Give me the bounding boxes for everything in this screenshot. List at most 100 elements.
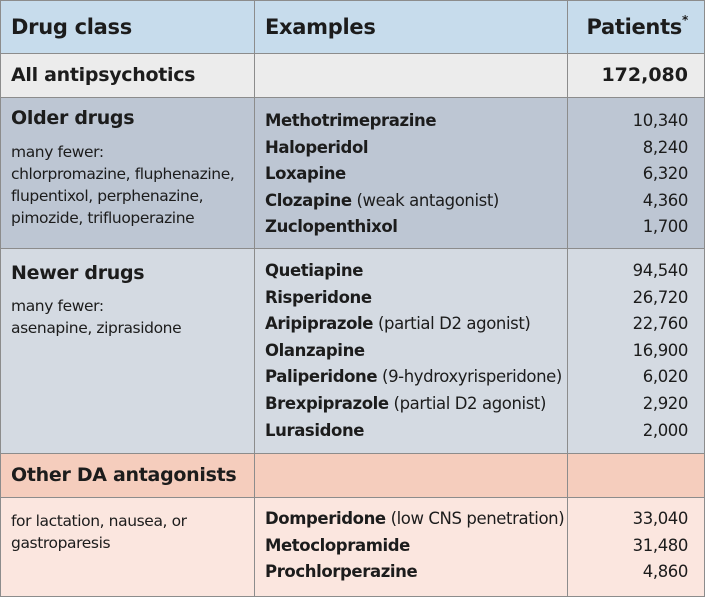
example-item: Brexpiprazole (partial D2 agonist) bbox=[265, 391, 562, 418]
other-examples-cell: Domperidone (low CNS penetration) Metocl… bbox=[254, 498, 567, 596]
header-patients: Patients* bbox=[586, 13, 688, 39]
drug-name: Aripiprazole bbox=[265, 314, 374, 334]
drug-name: Prochlorperazine bbox=[265, 562, 418, 582]
example-item: Olanzapine bbox=[265, 338, 562, 365]
newer-examples-list: Quetiapine Risperidone Aripiprazole (par… bbox=[265, 258, 562, 444]
drug-name: Quetiapine bbox=[265, 261, 364, 280]
newer-drugs-note: many fewer: asenapine, ziprasidone bbox=[11, 295, 182, 339]
other-antagonists-note: for lactation, nausea, or gastroparesis bbox=[11, 510, 187, 554]
all-total-cell: 172,080 bbox=[567, 54, 706, 97]
note-line: many fewer: bbox=[11, 143, 104, 161]
patient-count: 2,000 bbox=[642, 420, 689, 440]
header-drug-class: Drug class bbox=[11, 15, 132, 39]
all-antipsychotics-row: All antipsychotics 172,080 bbox=[0, 53, 705, 97]
other-antagonists-title: Other DA antagonists bbox=[11, 464, 237, 486]
drug-note: (weak antagonist) bbox=[356, 190, 500, 210]
all-antipsychotics-label: All antipsychotics bbox=[11, 64, 196, 86]
drug-name: Metoclopramide bbox=[265, 535, 410, 555]
example-item: Clozapine (weak antagonist) bbox=[265, 188, 499, 215]
note-line: chlorpromazine, fluphenazine, bbox=[11, 165, 235, 183]
drug-name: Haloperidol bbox=[265, 137, 369, 157]
older-patients-cell: 10,340 8,240 6,320 4,360 1,700 bbox=[567, 98, 706, 248]
newer-drugs-row: Newer drugs many fewer: asenapine, zipra… bbox=[0, 248, 705, 453]
other-title-examples-cell bbox=[254, 454, 567, 497]
example-item: Zuclopenthixol bbox=[265, 214, 499, 241]
example-item: Prochlorperazine bbox=[265, 559, 564, 586]
older-class-cell: Older drugs many fewer: chlorpromazine, … bbox=[1, 98, 254, 248]
newer-examples-cell: Quetiapine Risperidone Aripiprazole (par… bbox=[254, 249, 567, 453]
older-examples-list: Methotrimeprazine Haloperidol Loxapine C… bbox=[265, 108, 499, 241]
patient-count: 22,760 bbox=[632, 314, 689, 334]
header-examples: Examples bbox=[265, 15, 376, 39]
newer-class-cell: Newer drugs many fewer: asenapine, zipra… bbox=[1, 249, 254, 453]
drug-note: (partial D2 agonist) bbox=[377, 314, 531, 334]
example-item: Quetiapine bbox=[265, 258, 562, 285]
newer-patients-cell: 94,540 26,720 22,760 16,900 6,020 2,920 … bbox=[567, 249, 706, 453]
older-patients-list: 10,340 8,240 6,320 4,360 1,700 bbox=[632, 108, 689, 241]
other-patients-cell: 33,040 31,480 4,860 bbox=[567, 498, 706, 596]
other-antagonists-title-row: Other DA antagonists bbox=[0, 453, 705, 497]
example-item: Methotrimeprazine bbox=[265, 108, 499, 135]
patient-count: 4,860 bbox=[642, 562, 689, 582]
all-label-cell: All antipsychotics bbox=[1, 54, 254, 97]
patient-count: 4,360 bbox=[642, 190, 689, 210]
drug-note: (low CNS penetration) bbox=[390, 509, 565, 528]
other-title-cell: Other DA antagonists bbox=[1, 454, 254, 497]
drug-name: Methotrimeprazine bbox=[265, 111, 437, 130]
other-examples-list: Domperidone (low CNS penetration) Metocl… bbox=[265, 506, 565, 586]
older-drugs-note: many fewer: chlorpromazine, fluphenazine… bbox=[11, 141, 235, 229]
older-drugs-title: Older drugs bbox=[11, 107, 135, 129]
drug-name: Lurasidone bbox=[265, 420, 365, 440]
patient-count: 6,020 bbox=[642, 367, 689, 387]
patient-count: 2,920 bbox=[642, 393, 689, 413]
newer-drugs-title: Newer drugs bbox=[11, 262, 145, 284]
older-examples-cell: Methotrimeprazine Haloperidol Loxapine C… bbox=[254, 98, 567, 248]
header-cell-patients: Patients* bbox=[567, 1, 706, 53]
patient-count: 6,320 bbox=[642, 164, 689, 184]
patient-count: 94,540 bbox=[632, 261, 689, 280]
header-row: Drug class Examples Patients* bbox=[0, 0, 705, 53]
note-line: gastroparesis bbox=[11, 534, 111, 552]
drug-name: Risperidone bbox=[265, 287, 372, 307]
note-line: for lactation, nausea, or bbox=[11, 512, 187, 530]
patient-count: 31,480 bbox=[632, 535, 689, 555]
patient-count: 10,340 bbox=[632, 111, 689, 130]
other-title-patients-cell bbox=[567, 454, 706, 497]
drug-note: (partial D2 agonist) bbox=[393, 393, 547, 413]
drug-name: Zuclopenthixol bbox=[265, 217, 398, 237]
patient-count: 8,240 bbox=[642, 137, 689, 157]
drug-name: Loxapine bbox=[265, 164, 346, 184]
newer-patients-list: 94,540 26,720 22,760 16,900 6,020 2,920 … bbox=[632, 258, 689, 444]
drug-name: Brexpiprazole bbox=[265, 393, 389, 413]
note-line: flupentixol, perphenazine, bbox=[11, 187, 204, 205]
older-drugs-row: Older drugs many fewer: chlorpromazine, … bbox=[0, 97, 705, 248]
note-line: asenapine, ziprasidone bbox=[11, 319, 182, 337]
footnote-mark: * bbox=[682, 13, 688, 27]
drug-name: Paliperidone bbox=[265, 367, 378, 387]
other-patients-list: 33,040 31,480 4,860 bbox=[632, 506, 689, 586]
example-item: Risperidone bbox=[265, 285, 562, 312]
patient-count: 26,720 bbox=[632, 287, 689, 307]
example-item: Paliperidone (9-hydroxyrisperidone) bbox=[265, 364, 562, 391]
all-total: 172,080 bbox=[601, 64, 688, 86]
header-cell-examples: Examples bbox=[254, 1, 567, 53]
other-class-cell: for lactation, nausea, or gastroparesis bbox=[1, 498, 254, 596]
example-item: Lurasidone bbox=[265, 418, 562, 445]
drug-name: Clozapine bbox=[265, 190, 352, 210]
header-patients-label: Patients bbox=[586, 15, 683, 39]
example-item: Domperidone (low CNS penetration) bbox=[265, 506, 565, 533]
header-cell-drug-class: Drug class bbox=[1, 1, 254, 53]
example-item: Aripiprazole (partial D2 agonist) bbox=[265, 311, 562, 338]
note-line: many fewer: bbox=[11, 297, 104, 315]
other-antagonists-body-row: for lactation, nausea, or gastroparesis … bbox=[0, 497, 705, 597]
all-examples-cell bbox=[254, 54, 567, 97]
drug-name: Domperidone bbox=[265, 509, 386, 528]
example-item: Loxapine bbox=[265, 161, 499, 188]
example-item: Haloperidol bbox=[265, 135, 499, 162]
drug-note: (9-hydroxyrisperidone) bbox=[382, 367, 562, 387]
patient-count: 1,700 bbox=[642, 217, 689, 237]
example-item: Metoclopramide bbox=[265, 533, 564, 560]
patient-count: 16,900 bbox=[632, 340, 689, 360]
drug-name: Olanzapine bbox=[265, 340, 365, 360]
